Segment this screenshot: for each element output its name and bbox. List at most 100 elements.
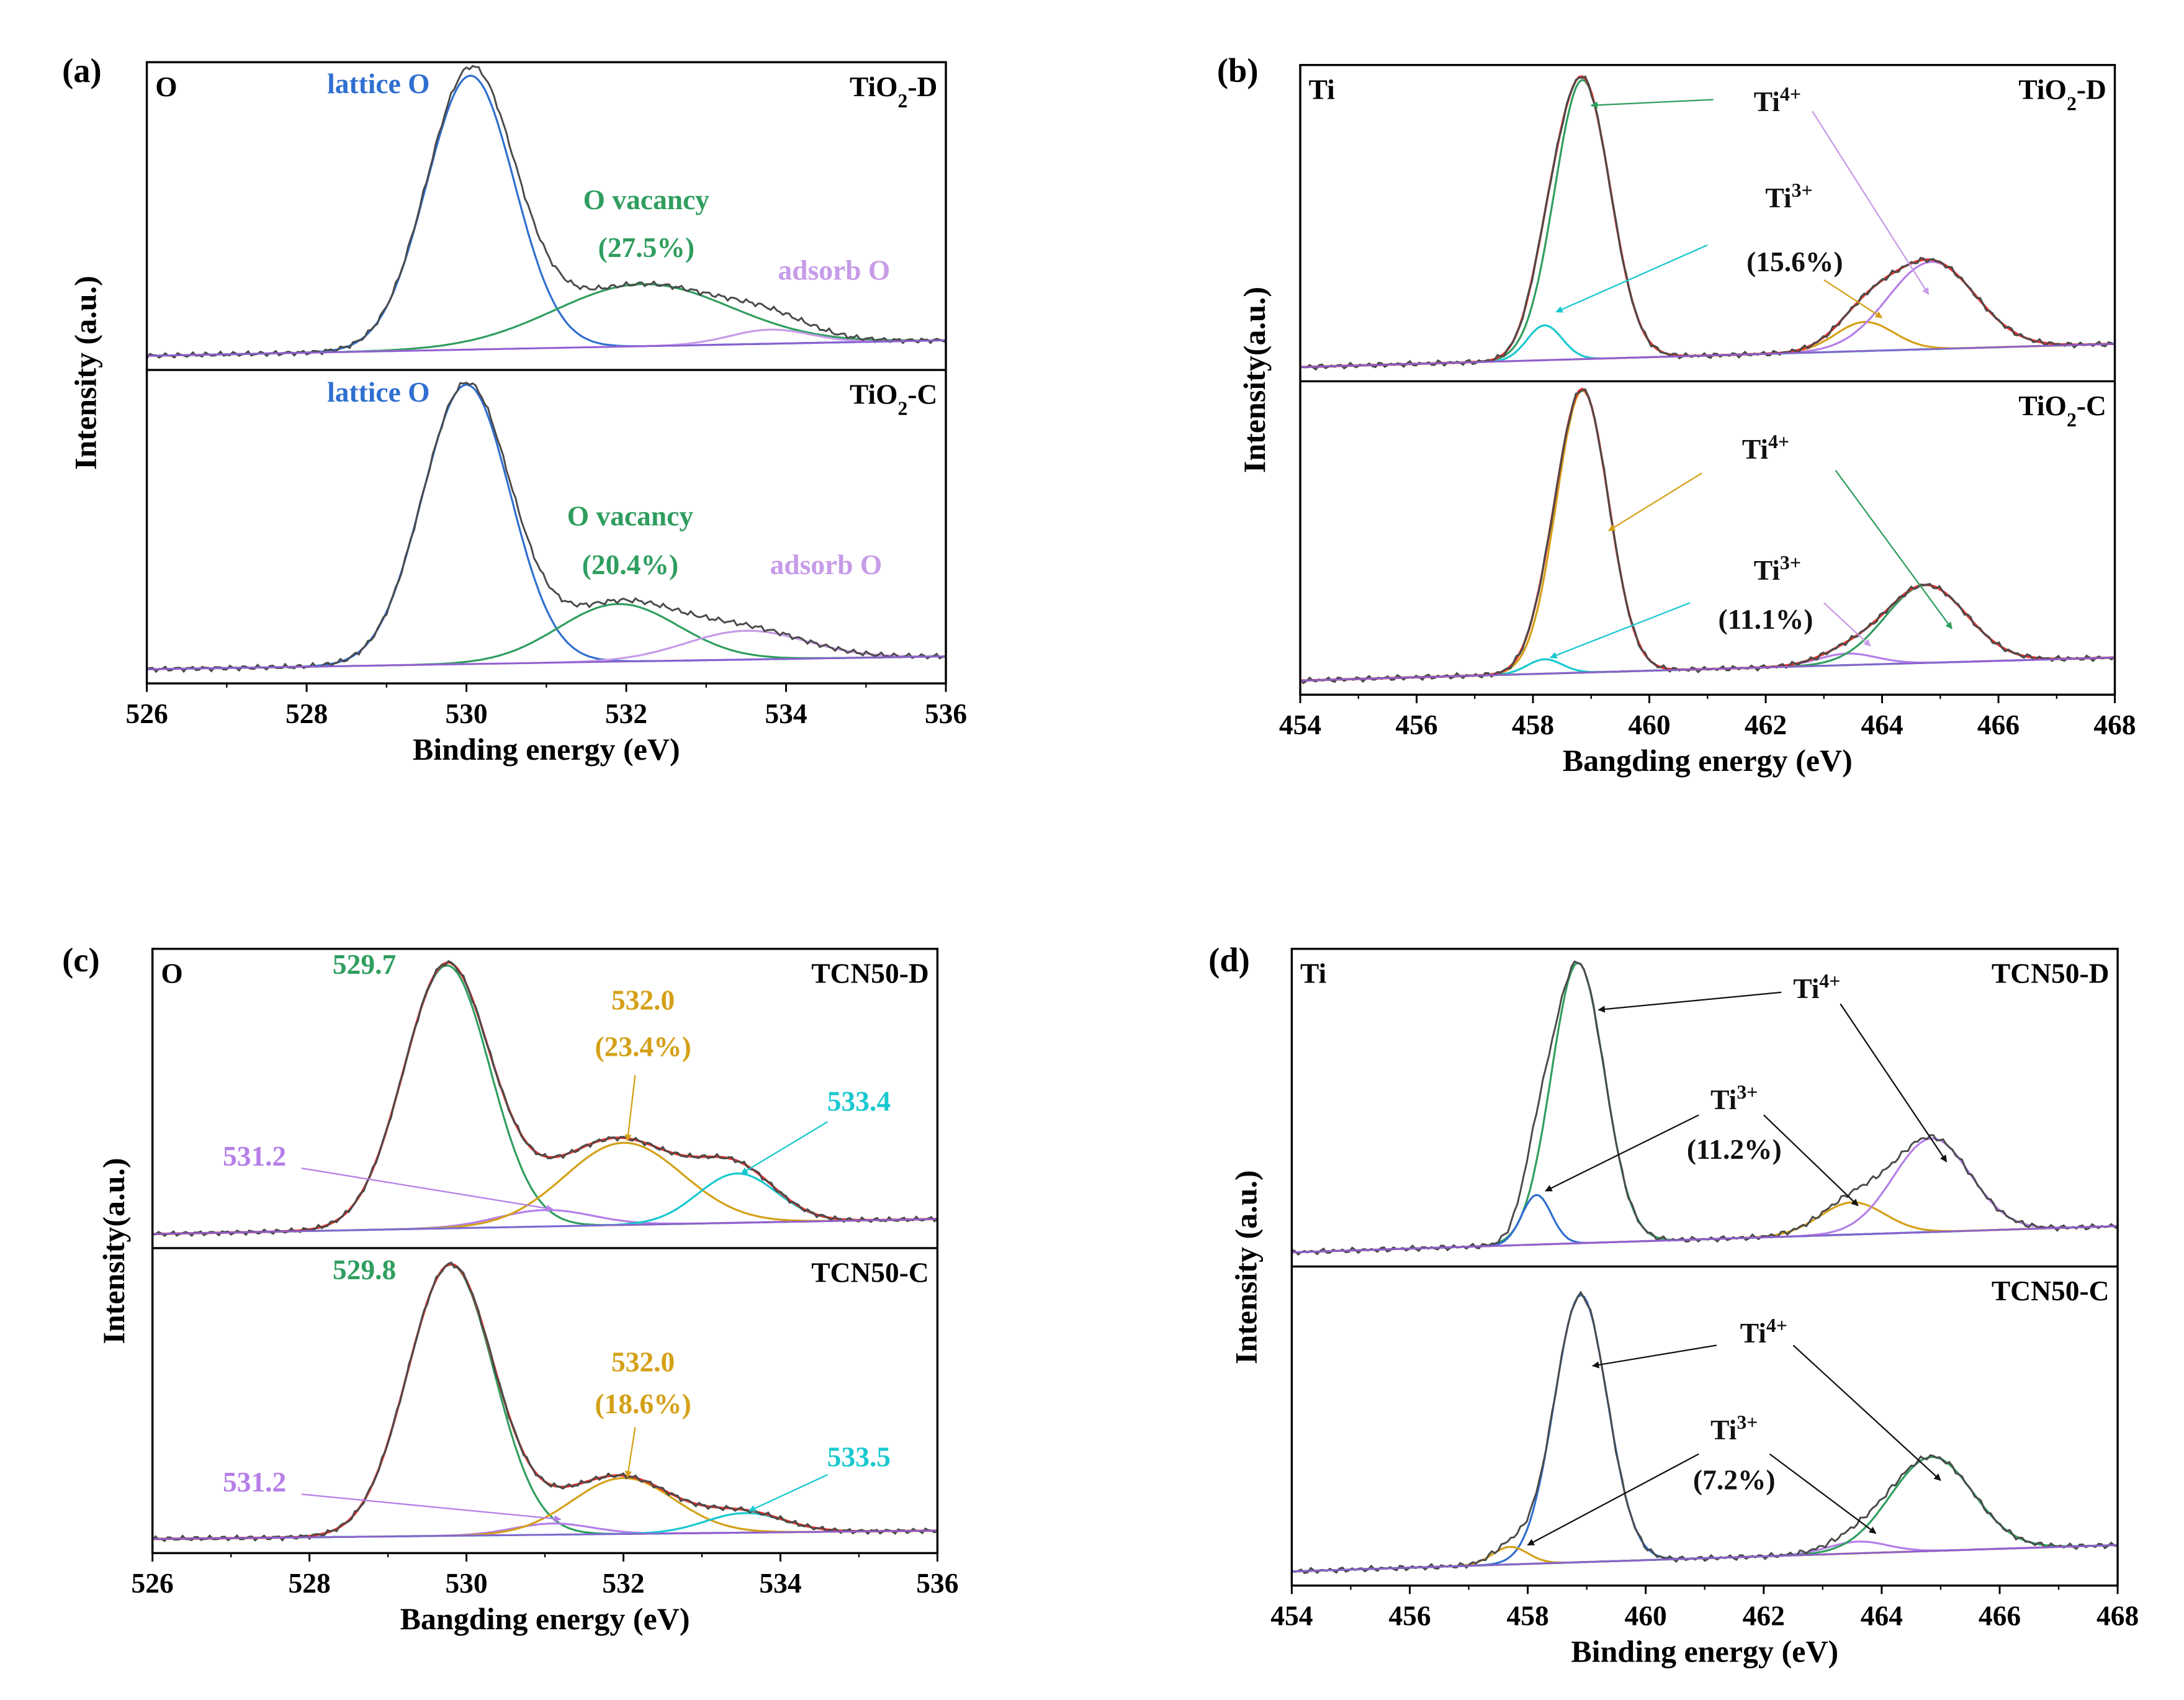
panel-label: (a) — [62, 52, 102, 89]
peak-label: (20.4%) — [582, 549, 678, 580]
peak-label-superscript: 3+ — [1737, 1411, 1758, 1432]
annotation-arrow-1 — [1835, 470, 1953, 629]
sample-label-base: TiO — [2018, 390, 2067, 421]
y-axis-label: Intensity(a.u.) — [1237, 287, 1272, 473]
peak-label-text: 529.7 — [333, 948, 396, 980]
sample-label: TiO2-D — [2018, 73, 2106, 114]
x-tick-label: 462 — [1743, 1599, 1785, 1631]
peak-label: (15.6%) — [1746, 246, 1843, 277]
peak-label: lattice O — [327, 68, 429, 99]
x-tick-label: 536 — [925, 698, 967, 729]
x-tick-label: 532 — [602, 1567, 644, 1599]
annotation-arrow-3 — [1763, 1114, 1859, 1207]
raw-spectrum — [146, 65, 946, 359]
x-tick-label: 460 — [1628, 709, 1670, 740]
peak-label-text: adsorb O — [770, 549, 883, 580]
sample-label-base: TCN50-D — [811, 957, 929, 989]
annotation-arrow-2 — [301, 1167, 554, 1212]
peak-label: adsorb O — [770, 549, 883, 580]
x-tick-label: 532 — [605, 698, 647, 729]
raw-spectrum — [151, 1261, 938, 1542]
baseline-line — [1300, 657, 2115, 681]
peak-label-text: lattice O — [327, 68, 429, 99]
annotation-arrow-2 — [1550, 602, 1691, 659]
annotation-arrow-2 — [301, 1493, 562, 1522]
peak-label-text: (15.6%) — [1746, 246, 1843, 277]
peak-label: 533.5 — [827, 1441, 891, 1472]
peak-label-text: Ti — [1740, 1317, 1766, 1349]
peak-label-text: 531.2 — [223, 1140, 286, 1172]
panel-2: (c) 529.7532.0(23.4%)533.4531.2TCN50-DO52… — [62, 941, 958, 1636]
sample-label: TiO2-C — [850, 379, 937, 420]
sample-label-suffix: -D — [2077, 73, 2106, 105]
peak-label-text: (18.6%) — [595, 1388, 691, 1419]
sample-label: TiO2-D — [850, 71, 937, 112]
sample-label: TCN50-C — [811, 1257, 929, 1288]
annotation-arrow-1 — [748, 1474, 828, 1512]
peak-label-text: 531.2 — [223, 1466, 286, 1498]
subplot-tio-c: Ti4+Ti3+(11.1%)TiO2-C — [1299, 387, 2116, 685]
peak-label: O vacancy — [567, 500, 694, 531]
peak-label-text: O vacancy — [567, 500, 694, 531]
annotation-arrow-3 — [1823, 602, 1871, 647]
x-tick-label: 462 — [1745, 709, 1787, 740]
raw-spectrum — [1291, 1290, 2118, 1575]
x-tick-label: 458 — [1512, 709, 1554, 740]
x-tick-label: 456 — [1388, 1599, 1431, 1631]
peak-label: Ti3+ — [1710, 1411, 1758, 1446]
peak-label-superscript: 4+ — [1768, 431, 1789, 452]
panel-label: (d) — [1208, 941, 1250, 979]
annotation-arrow-1 — [740, 1121, 829, 1175]
sample-label: TCN50-C — [1992, 1275, 2110, 1306]
peak-label-text: lattice O — [327, 376, 429, 408]
x-tick-label: 466 — [1979, 1599, 2021, 1631]
x-axis-label: Bangding energy (eV) — [400, 1601, 690, 1636]
sample-label-base: TiO — [850, 379, 898, 410]
peak-label-text: Ti — [1754, 554, 1780, 586]
subplot-tio-d: lattice O O vacancy (27.5%) adsorb O TiO2-D O — [146, 65, 946, 359]
x-tick-label: 530 — [445, 1567, 487, 1599]
peak-label: 532.0 — [611, 1346, 675, 1377]
sample-label-base: TCN50-C — [1992, 1275, 2110, 1306]
peak-label-text: (7.2%) — [1693, 1464, 1776, 1495]
peak-label: 531.2 — [223, 1140, 286, 1172]
subplot-tcn50-c: Ti4+Ti3+(7.2%)TCN50-C — [1291, 1275, 2118, 1575]
peak-label-superscript: 3+ — [1780, 552, 1801, 573]
peak-label-text: adsorb O — [778, 254, 891, 286]
y-axis-label: Intensity(a.u.) — [96, 1158, 131, 1344]
sample-label-subscript: 2 — [897, 89, 907, 111]
sample-label-base: TCN50-D — [1992, 957, 2110, 989]
y-axis-label: Intensity (a.u.) — [1229, 1170, 1264, 1364]
y-axis-label: Intensity (a.u.) — [68, 276, 103, 470]
panel-3: (d)Ti4+Ti3+(11.2%)TCN50-DTiTi4+Ti3+(7.2%… — [1208, 941, 2139, 1668]
peak-label: Ti4+ — [1742, 431, 1789, 465]
peak-label-text: 532.0 — [611, 1346, 675, 1377]
sample-label: TiO2-C — [2018, 390, 2106, 431]
annotation-arrow-2 — [1527, 1453, 1699, 1546]
peak-label: Ti3+ — [1754, 552, 1801, 587]
x-tick-label: 528 — [289, 1567, 331, 1599]
baseline-line — [146, 339, 946, 357]
element-label: O — [161, 957, 182, 989]
x-axis-label: Binding energy (eV) — [1571, 1634, 1838, 1668]
peak-label-text: Ti — [1765, 182, 1791, 214]
peak-label: (11.1%) — [1719, 603, 1813, 635]
sample-label-subscript: 2 — [897, 397, 907, 419]
x-tick-label: 466 — [1977, 709, 2020, 740]
peak-label-text: 529.8 — [333, 1254, 396, 1285]
panel-1: (b)Ti4+Ti3+(15.6%)TiO2-DTiTi4+Ti3+(11.1%… — [1217, 52, 2136, 778]
annotation-arrow-0 — [1598, 991, 1782, 1013]
peak-label-text: Ti — [1710, 1414, 1737, 1446]
annotation-arrow-2 — [1555, 244, 1708, 313]
element-label: Ti — [1309, 73, 1335, 105]
peak-label: Ti3+ — [1710, 1081, 1758, 1116]
peak-label: O vacancy — [583, 184, 710, 215]
subplot-tcn50-d: Ti4+Ti3+(11.2%)TCN50-DTi — [1291, 957, 2118, 1256]
raw-spectrum — [146, 381, 946, 673]
x-axis-label: Bangding energy (eV) — [1563, 743, 1853, 778]
annotation-arrow-0 — [1607, 472, 1702, 532]
peak-label-text: Ti — [1793, 973, 1819, 1004]
peak-label-text: (23.4%) — [595, 1030, 691, 1062]
x-axis-label: Binding energy (eV) — [413, 732, 680, 767]
